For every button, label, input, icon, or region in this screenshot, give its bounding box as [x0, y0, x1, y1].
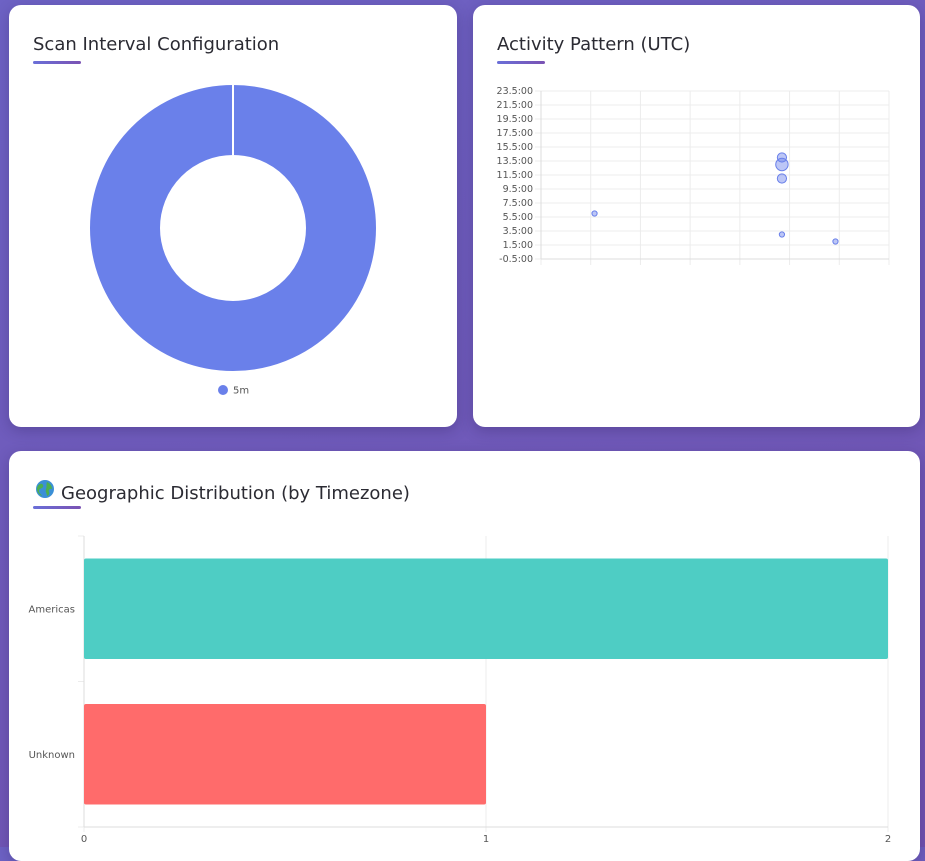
activity-pattern-title: Activity Pattern (UTC): [497, 34, 691, 55]
legend-label: 5m: [233, 386, 249, 397]
scatter-point: [591, 210, 598, 217]
scan-interval-card: Scan Interval Configuration 5m: [9, 5, 457, 427]
y-tick-label: -0.5:00: [499, 254, 533, 265]
scan-interval-title: Scan Interval Configuration: [33, 34, 280, 55]
y-tick-label: 7.5:00: [503, 198, 533, 209]
scatter-point: [776, 152, 788, 163]
geo-distribution-card: Geographic Distribution (by Timezone) 0 1…: [9, 451, 920, 861]
y-tick-label: 9.5:00: [503, 184, 533, 195]
x-tick-label: 2: [885, 834, 891, 845]
y-tick-label: 1.5:00: [503, 240, 533, 251]
geo-distribution-title: Geographic Distribution (by Timezone): [35, 479, 410, 504]
y-tick-label: 23.5:00: [497, 86, 533, 97]
y-tick-label: 15.5:00: [497, 142, 533, 153]
category-label: Americas: [29, 604, 75, 615]
x-tick-label: 0: [81, 834, 87, 845]
y-tick-label: 13.5:00: [497, 156, 533, 167]
x-tick-label: 1: [483, 834, 489, 845]
title-underline: [33, 61, 81, 64]
y-tick-label: 5.5:00: [503, 212, 533, 223]
globe-icon: [35, 479, 55, 504]
scan-interval-donut-chart: 5m: [90, 85, 376, 397]
geo-distribution-title-text: Geographic Distribution (by Timezone): [61, 483, 410, 504]
scatter-point: [832, 238, 839, 245]
activity-pattern-card: Activity Pattern (UTC) 23.5:00 21.5:00 19.…: [473, 5, 920, 427]
y-tick-label: 3.5:00: [503, 226, 533, 237]
title-underline: [497, 61, 545, 64]
bar-unknown: [84, 704, 486, 805]
y-tick-label: 11.5:00: [497, 170, 533, 181]
category-label: Unknown: [29, 750, 75, 761]
activity-scatter-chart: 23.5:00 21.5:00 19.5:00 17.5:00 15.5:00 13.5:…: [497, 86, 890, 265]
geo-bar-chart: 0 1 2 Americas Unknown: [29, 535, 891, 845]
y-tick-label: 17.5:00: [497, 128, 533, 139]
y-tick-label: 19.5:00: [497, 114, 533, 125]
bar-americas: [84, 558, 888, 659]
y-tick-label: 21.5:00: [497, 100, 533, 111]
legend-marker: [218, 385, 228, 395]
scatter-point: [775, 157, 789, 172]
title-underline: [33, 506, 81, 509]
scatter-point: [778, 231, 786, 238]
scatter-point: [776, 173, 788, 184]
